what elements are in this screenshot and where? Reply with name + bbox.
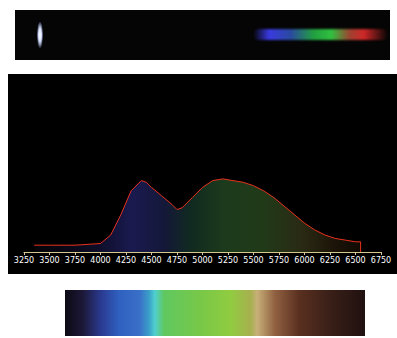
svg-text:6000: 6000 [294,256,314,265]
svg-text:5750: 5750 [269,256,289,265]
svg-text:3500: 3500 [39,256,59,265]
svg-text:6750: 6750 [371,256,391,265]
svg-text:5250: 5250 [218,256,238,265]
svg-text:6250: 6250 [320,256,340,265]
svg-text:3250: 3250 [14,256,34,265]
svg-text:4500: 4500 [141,256,161,265]
svg-text:6500: 6500 [345,256,365,265]
svg-text:5500: 5500 [243,256,263,265]
svg-text:4750: 4750 [167,256,187,265]
svg-text:4000: 4000 [90,256,110,265]
svg-text:3750: 3750 [65,256,85,265]
svg-text:4250: 4250 [116,256,136,265]
svg-text:5000: 5000 [192,256,212,265]
